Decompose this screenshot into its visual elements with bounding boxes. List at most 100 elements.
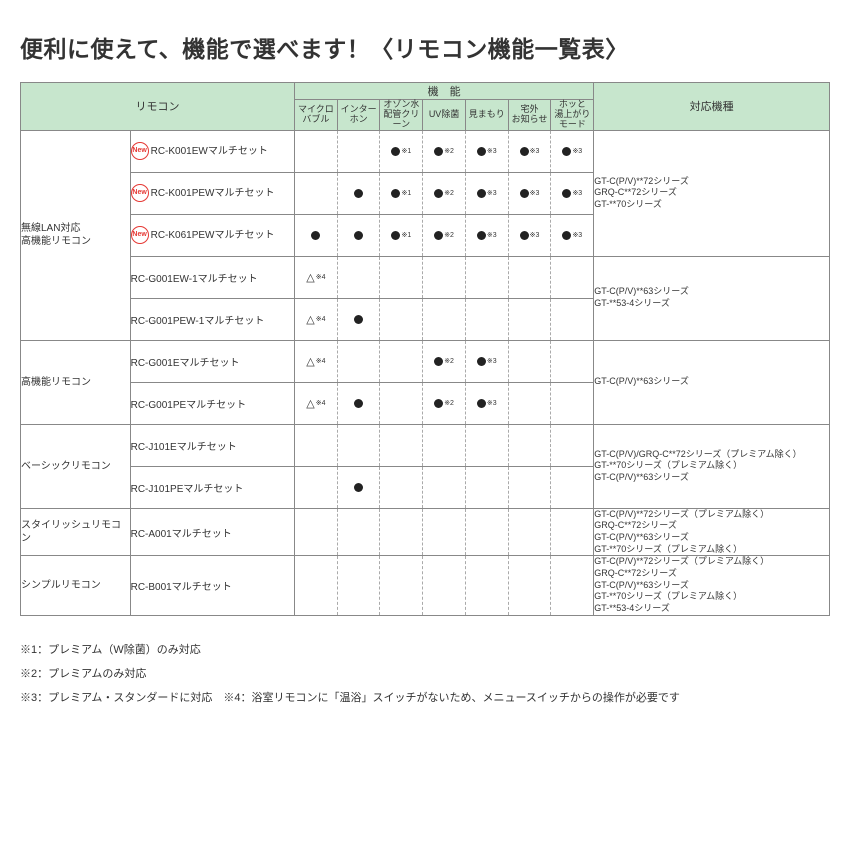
feature-cell [423,256,466,298]
dot-icon [477,357,486,366]
product-name: RC-J101PEマルチセット [131,484,244,495]
feature-cell [337,382,380,424]
feature-cell: ※1 [380,130,423,172]
feature-cell [508,256,551,298]
dot-icon [477,399,486,408]
footnote-1: ※1：プレミアム（W除菌）のみ対応 [20,638,830,662]
mark-note: ※1 [401,232,411,239]
new-badge-icon: New [131,226,149,244]
product-cell: RC-G001PEW-1マルチセット [130,298,294,340]
feature-cell [380,508,423,556]
feature-cell [295,172,338,214]
model-cell: GT-C(P/V)**72シリーズ（プレミアム除く）GRQ-C**72シリーズG… [594,508,830,556]
model-cell: GT-C(P/V)**72シリーズ（プレミアム除く）GRQ-C**72シリーズG… [594,556,830,615]
feature-cell: ※3 [465,382,508,424]
feature-cell [337,424,380,466]
category-cell: 高機能リモコン [21,340,131,424]
dot-icon [391,189,400,198]
new-badge-icon: New [131,142,149,160]
model-cell: GT-C(P/V)**72シリーズGRQ-C**72シリーズGT-**70シリー… [594,130,830,256]
product-name: RC-J101Eマルチセット [131,442,237,453]
header-models: 対応機種 [594,83,830,131]
mark-note: ※3 [487,400,497,407]
feature-cell [380,424,423,466]
feature-cell: ※2 [423,130,466,172]
feature-cell [295,214,338,256]
feature-cell [508,556,551,615]
product-cell: RC-B001マルチセット [130,556,294,615]
table-header: リモコン 機 能 対応機種 マイクロバブルインターホンオゾン水配管クリーンUV除… [21,83,830,131]
header-feat-5: 宅外お知らせ [508,100,551,131]
feature-cell [337,214,380,256]
feature-cell [508,508,551,556]
feature-table: リモコン 機 能 対応機種 マイクロバブルインターホンオゾン水配管クリーンUV除… [20,82,830,616]
dot-icon [354,483,363,492]
feature-cell: ※3 [465,172,508,214]
dot-icon [477,189,486,198]
feature-cell: ※2 [423,340,466,382]
product-cell: NewRC-K001EWマルチセット [130,130,294,172]
feature-cell: ※3 [508,130,551,172]
mark-note: ※4 [316,400,326,407]
footnote-3: ※3：プレミアム・スタンダードに対応 ※4：浴室リモコンに「温浴」スイッチがない… [20,686,830,710]
dot-icon [562,189,571,198]
feature-cell: ※1 [380,214,423,256]
product-cell: NewRC-K001PEWマルチセット [130,172,294,214]
feature-cell [551,466,594,508]
feature-cell: ※3 [551,130,594,172]
page-title: 便利に使えて、機能で選べます！〈リモコン機能一覧表〉 [20,30,830,64]
product-name: RC-K001PEWマルチセット [151,188,275,199]
feature-cell [423,556,466,615]
triangle-icon: △ [306,271,314,284]
footnote-2: ※2：プレミアムのみ対応 [20,662,830,686]
dot-icon [520,147,529,156]
feature-cell [465,424,508,466]
table-row: ベーシックリモコンRC-J101EマルチセットGT-C(P/V)/GRQ-C**… [21,424,830,466]
mark-note: ※3 [487,190,497,197]
dot-icon [391,147,400,156]
mark-note: ※4 [316,316,326,323]
feature-cell [295,466,338,508]
feature-cell [551,382,594,424]
mark-note: ※3 [572,148,582,155]
header-feat-4: 見まもり [465,100,508,131]
dot-icon [477,147,486,156]
triangle-icon: △ [306,397,314,410]
product-name: RC-K001EWマルチセット [151,146,268,157]
feature-cell [508,424,551,466]
feature-cell [295,424,338,466]
feature-cell [295,130,338,172]
feature-cell [551,424,594,466]
dot-icon [354,399,363,408]
mark-note: ※4 [316,358,326,365]
feature-cell: ※3 [508,214,551,256]
table-body: 無線LAN対応高機能リモコンNewRC-K001EWマルチセット※1※2※3※3… [21,130,830,615]
mark-note: ※1 [401,190,411,197]
model-cell: GT-C(P/V)/GRQ-C**72シリーズ（プレミアム除く）GT-**70シ… [594,424,830,508]
table-row: シンプルリモコンRC-B001マルチセットGT-C(P/V)**72シリーズ（プ… [21,556,830,615]
feature-cell [508,466,551,508]
category-cell: ベーシックリモコン [21,424,131,508]
mark-note: ※3 [530,190,540,197]
table-row: 無線LAN対応高機能リモコンNewRC-K001EWマルチセット※1※2※3※3… [21,130,830,172]
feature-cell [337,256,380,298]
footnotes: ※1：プレミアム（W除菌）のみ対応※2：プレミアムのみ対応※3：プレミアム・スタ… [20,638,830,711]
dot-icon [354,315,363,324]
feature-cell [423,466,466,508]
feature-cell: △※4 [295,256,338,298]
mark-note: ※3 [530,232,540,239]
feature-cell [380,298,423,340]
feature-cell: ※3 [551,214,594,256]
product-name: RC-G001PEW-1マルチセット [131,316,265,327]
mark-note: ※3 [487,232,497,239]
feature-cell [337,298,380,340]
dot-icon [354,189,363,198]
triangle-icon: △ [306,355,314,368]
dot-icon [434,399,443,408]
dot-icon [354,231,363,240]
feature-cell [337,340,380,382]
dot-icon [434,357,443,366]
feature-cell: △※4 [295,340,338,382]
feature-cell [337,172,380,214]
mark-note: ※3 [487,148,497,155]
